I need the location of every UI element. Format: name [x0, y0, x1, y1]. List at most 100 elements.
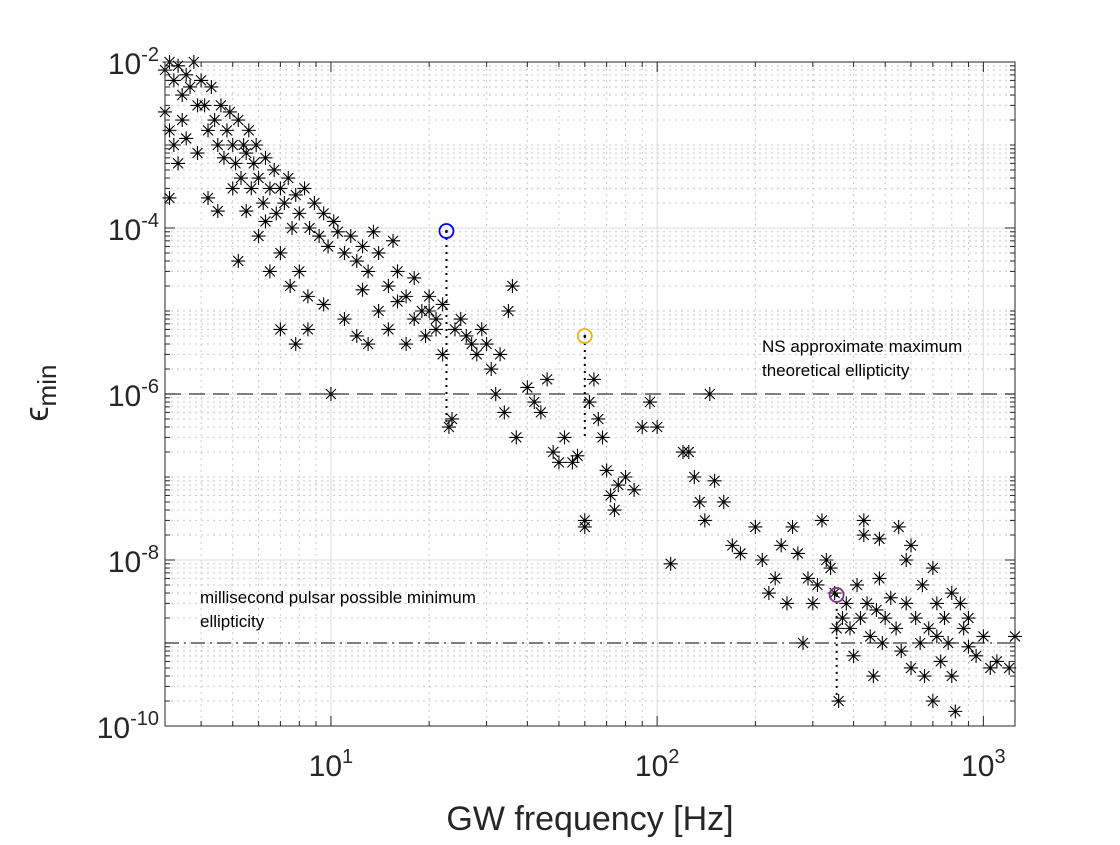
asterisk-marker: [520, 380, 535, 395]
data-point: [343, 229, 358, 244]
reference-line-label: ellipticity: [200, 612, 265, 631]
asterisk-marker: [429, 312, 444, 327]
asterisk-marker: [925, 561, 940, 576]
asterisk-marker: [551, 455, 566, 470]
asterisk-marker: [831, 694, 846, 709]
asterisk-marker: [853, 611, 868, 626]
data-point: [557, 430, 572, 445]
asterisk-marker: [805, 596, 820, 611]
asterisk-marker: [509, 430, 524, 445]
data-point: [316, 206, 331, 221]
asterisk-marker: [337, 245, 352, 260]
data-point: [856, 513, 871, 528]
data-point: [361, 264, 376, 279]
data-point: [281, 171, 296, 186]
data-point: [917, 669, 932, 684]
asterisk-marker: [611, 478, 626, 493]
asterisk-marker: [856, 528, 871, 543]
asterisk-marker: [171, 58, 186, 73]
data-point: [371, 304, 386, 318]
asterisk-marker: [904, 660, 919, 675]
data-point: [823, 561, 838, 576]
asterisk-marker: [908, 611, 923, 626]
asterisk-marker: [429, 322, 444, 337]
data-point: [175, 88, 190, 103]
asterisk-marker: [435, 297, 450, 312]
asterisk-marker: [162, 190, 177, 205]
data-point: [239, 146, 254, 161]
asterisk-marker: [607, 503, 622, 518]
data-point: [976, 629, 991, 644]
asterisk-marker: [381, 322, 396, 337]
asterisk-marker: [241, 123, 256, 138]
data-point: [183, 79, 198, 94]
asterisk-marker: [399, 289, 414, 304]
asterisk-marker: [814, 513, 829, 528]
data-point: [479, 337, 494, 352]
asterisk-marker: [846, 648, 861, 663]
data-point: [493, 347, 508, 362]
data-point: [829, 621, 844, 636]
data-point: [505, 279, 520, 294]
asterisk-marker: [635, 420, 650, 435]
data-point: [390, 294, 405, 309]
data-point: [459, 328, 474, 343]
data-point: [540, 372, 555, 387]
data-point: [846, 648, 861, 663]
asterisk-marker: [262, 264, 277, 279]
asterisk-marker: [823, 561, 838, 576]
data-point: [258, 214, 273, 229]
asterisk-marker: [577, 519, 592, 534]
data-point: [810, 577, 825, 592]
asterisk-marker: [839, 596, 854, 611]
data-point: [166, 73, 181, 88]
data-point: [216, 150, 231, 165]
asterisk-marker: [642, 395, 657, 410]
asterisk-marker: [591, 411, 606, 426]
asterisk-marker: [899, 596, 914, 611]
data-point: [827, 586, 842, 601]
data-point: [407, 312, 422, 327]
data-point: [570, 448, 585, 463]
data-point: [435, 347, 450, 362]
data-point: [488, 387, 503, 401]
y-tick-label: 10-6: [108, 376, 159, 413]
asterisk-marker: [733, 546, 748, 561]
data-point: [509, 430, 524, 445]
data-point: [603, 488, 618, 503]
asterisk-marker: [961, 611, 976, 626]
data-point: [197, 98, 212, 113]
data-point: [681, 445, 696, 460]
asterisk-marker: [976, 629, 991, 644]
data-point: [801, 571, 816, 586]
asterisk-marker: [768, 571, 783, 586]
asterisk-marker: [251, 229, 266, 244]
asterisk-marker: [479, 337, 494, 352]
asterisk-marker: [316, 206, 331, 221]
data-point: [277, 196, 292, 211]
asterisk-marker: [355, 282, 370, 297]
data-point: [618, 470, 633, 484]
data-point: [869, 602, 884, 617]
asterisk-marker: [937, 611, 952, 626]
asterisk-marker: [603, 488, 618, 503]
data-point: [520, 380, 535, 395]
asterisk-marker: [894, 644, 909, 659]
data-point: [889, 621, 904, 636]
asterisk-marker: [323, 387, 338, 401]
data-point: [969, 648, 984, 663]
asterisk-marker: [707, 473, 722, 488]
asterisk-marker: [889, 621, 904, 636]
asterisk-marker: [929, 629, 944, 644]
asterisk-marker: [326, 214, 341, 229]
asterisk-marker: [505, 279, 520, 294]
data-point: [831, 694, 846, 709]
data-point: [956, 621, 971, 636]
asterisk-marker: [944, 669, 959, 684]
asterisk-marker: [190, 146, 205, 161]
asterisk-marker: [595, 430, 610, 445]
asterisk-marker: [371, 245, 386, 260]
data-point: [497, 405, 512, 420]
data-point: [422, 289, 437, 304]
asterisk-marker: [204, 79, 219, 94]
